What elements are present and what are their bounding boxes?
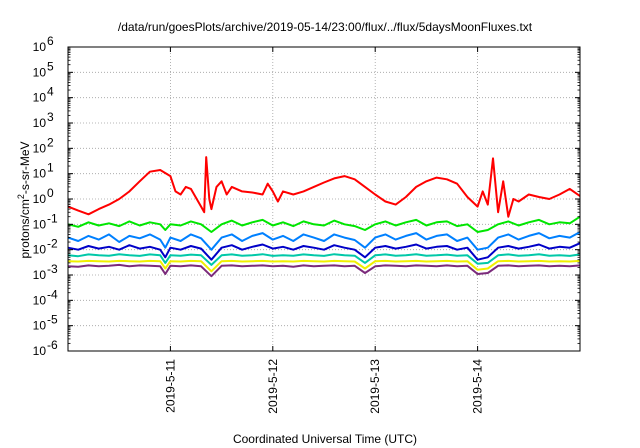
- series-line: [67, 263, 581, 278]
- y-tick-exponent: 3: [47, 110, 54, 124]
- y-tick-label: 10: [33, 217, 47, 231]
- y-tick-base: 10: [33, 293, 47, 307]
- y-tick-base: 10: [33, 40, 47, 54]
- y-tick-label: 10: [33, 293, 47, 307]
- y-tick-label: 10: [33, 192, 47, 206]
- y-tick-base: 10: [33, 91, 47, 105]
- y-axis-title-main: protons/cm: [18, 199, 32, 258]
- y-tick-exponent: -3: [47, 262, 58, 276]
- series-line: [67, 156, 581, 218]
- y-tick-exponent: 5: [47, 59, 54, 73]
- y-tick-base: 10: [33, 141, 47, 155]
- y-tick-exponent: -5: [47, 313, 58, 327]
- y-tick-label: 10: [33, 268, 47, 282]
- y-tick-base: 10: [33, 217, 47, 231]
- x-axis-title: Coordinated Universal Time (UTC): [233, 432, 417, 446]
- y-axis-title: protons/cm2-s-sr-MeV: [16, 141, 32, 258]
- x-tick-label: 2019-5-11: [163, 359, 177, 413]
- x-tick-label: 2019-5-14: [471, 359, 485, 414]
- y-tick-exponent: 6: [47, 34, 54, 48]
- y-tick-base: 10: [33, 319, 47, 333]
- y-tick-exponent: 2: [47, 135, 54, 149]
- y-axis-ticks: 10 -610 -510 -410 -310 -210 -110 010 110 210 310 41…: [33, 34, 580, 358]
- y-tick-label: 10: [33, 344, 47, 358]
- y-tick-base: 10: [33, 344, 47, 358]
- series-line: [67, 231, 581, 251]
- y-tick-label: 10: [33, 116, 47, 130]
- y-tick-exponent: 0: [47, 186, 54, 200]
- y-tick-base: 10: [33, 268, 47, 282]
- chart-title: /data/run/goesPlots/archive/2019-05-14/2…: [118, 20, 533, 34]
- y-tick-base: 10: [33, 192, 47, 206]
- y-tick-label: 10: [33, 65, 47, 79]
- y-tick-exponent: 1: [47, 161, 54, 175]
- series-line: [67, 215, 581, 233]
- y-tick-exponent: -4: [47, 287, 58, 301]
- y-tick-base: 10: [33, 243, 47, 257]
- series-line: [67, 242, 581, 261]
- x-tick-label: 2019-5-12: [266, 359, 280, 414]
- x-tick-label: 2019-5-13: [368, 359, 382, 414]
- x-axis-ticks: 2019-5-11 2019-5-12 2019-5-13 2019-5-14: [163, 47, 485, 414]
- y-axis-title-sup: 2: [16, 194, 26, 199]
- y-axis-title-rest: -s-sr-MeV: [18, 141, 32, 194]
- y-tick-base: 10: [33, 167, 47, 181]
- series-line: [67, 259, 581, 273]
- series-lines: [67, 156, 581, 278]
- y-tick-base: 10: [33, 65, 47, 79]
- y-tick-exponent: 4: [47, 85, 54, 99]
- y-tick-base: 10: [33, 116, 47, 130]
- y-tick-label: 10: [33, 91, 47, 105]
- series-line: [67, 253, 581, 266]
- grid-lines: [68, 47, 580, 351]
- y-tick-exponent: -1: [47, 211, 58, 225]
- y-tick-label: 10: [33, 40, 47, 54]
- y-tick-exponent: -2: [47, 237, 58, 251]
- y-tick-label: 10: [33, 141, 47, 155]
- y-tick-label: 10: [33, 319, 47, 333]
- y-tick-exponent: -6: [47, 338, 58, 352]
- y-tick-label: 10: [33, 243, 47, 257]
- y-tick-label: 10: [33, 167, 47, 181]
